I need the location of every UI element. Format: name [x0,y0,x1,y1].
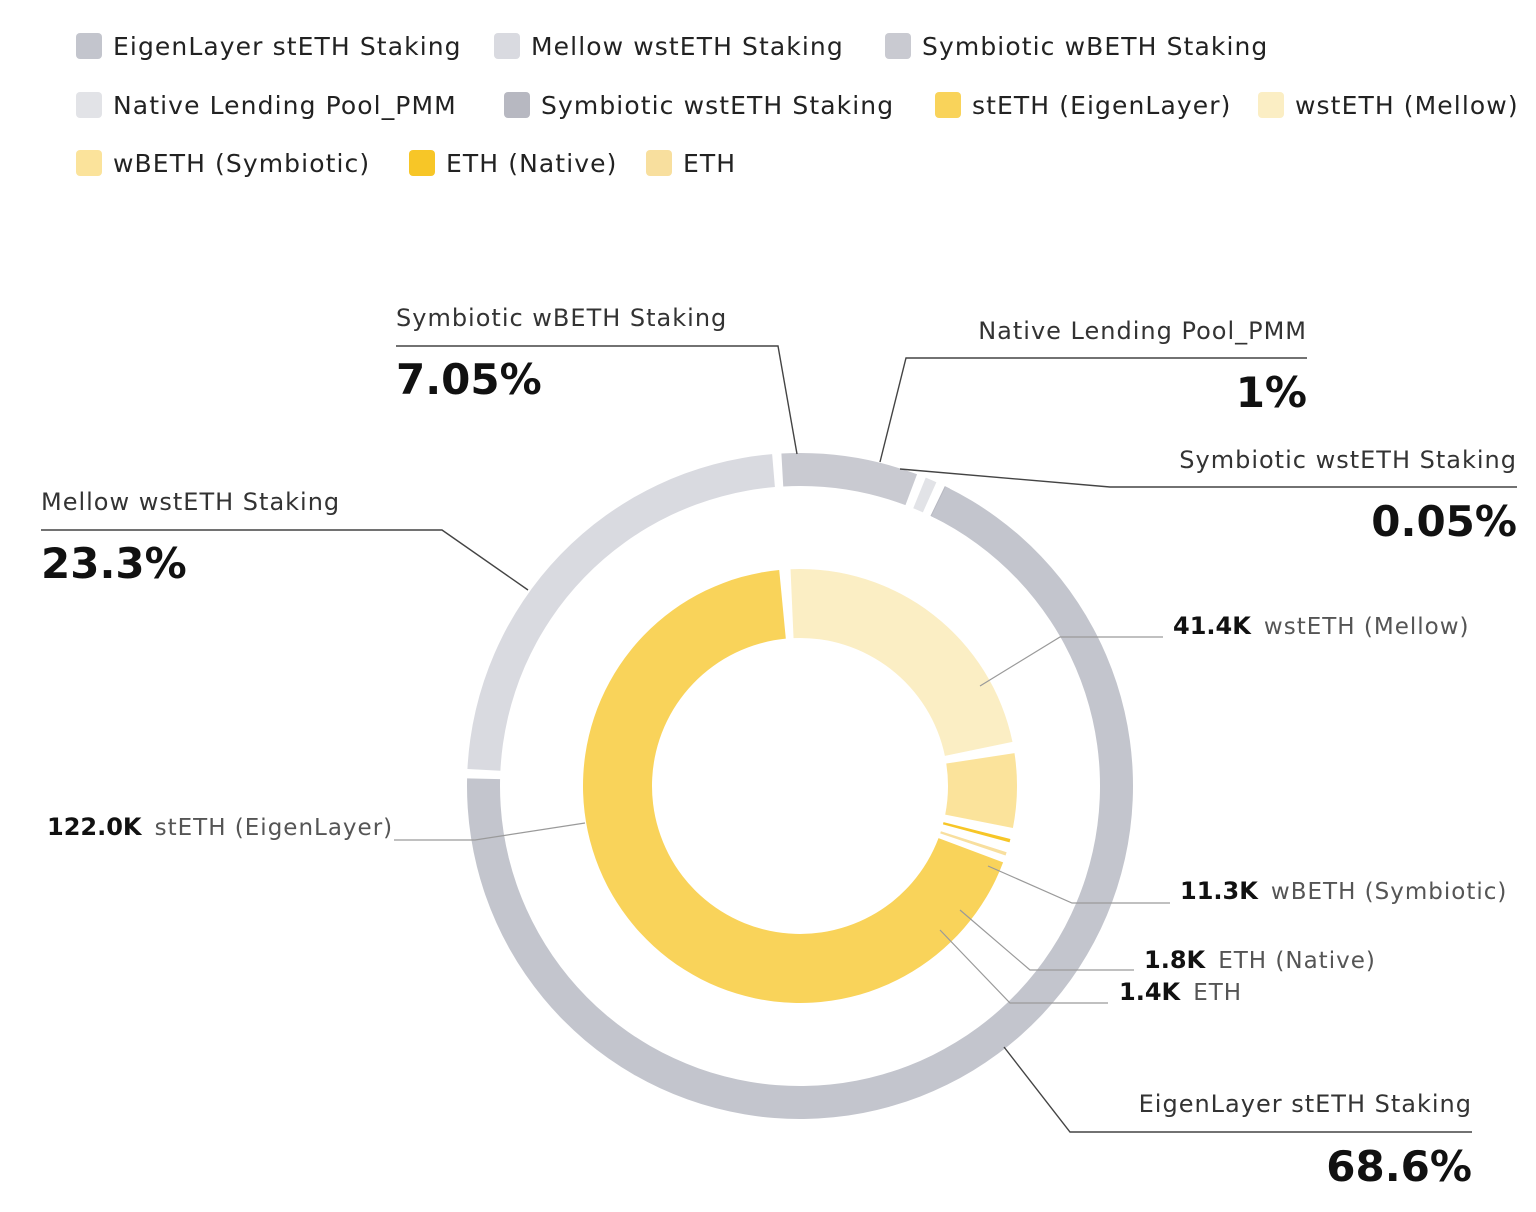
leader-line-symbiotic-wsteth [899,468,1517,488]
leader-line-wbeth-symbiotic [987,865,1170,904]
inner-label-value: 122.0K [47,813,143,841]
leader-line-symbiotic-wbeth [396,345,798,455]
leader-line-eth-native [959,909,1134,971]
inner-label-name: wstETH (Mellow) [1264,614,1470,640]
inner-slice-eth [940,831,1007,856]
inner-label-name: wBETH (Symbiotic) [1271,879,1507,905]
legend-label: Symbiotic wBETH Staking [922,31,1269,61]
inner-label: 11.3K wBETH (Symbiotic) [1180,877,1507,905]
inner-label-name: ETH [1193,980,1242,1006]
legend-label: wBETH (Symbiotic) [113,148,371,178]
legend-label: Symbiotic wstETH Staking [541,90,895,120]
legend-item-steth-eigenlayer: stETH (EigenLayer) [935,85,1232,125]
legend-label: Native Lending Pool_PMM [113,90,457,120]
leader-line-mellow-wsteth [41,529,529,591]
outer-label-title: Symbiotic wstETH Staking [1179,446,1517,474]
inner-label: 1.4K ETH [1119,978,1242,1006]
chart-legend: EigenLayer stETH Staking Mellow wstETH S… [0,0,1536,200]
inner-slice-wbeth-symbiotic [945,753,1017,828]
inner-label: 122.0K stETH (EigenLayer) [47,813,393,841]
outer-ring [467,453,1134,1119]
leader-line-steth-eigenlayer [394,822,586,841]
legend-item-eth-native: ETH (Native) [409,143,617,183]
legend-swatch [494,33,520,59]
outer-label-percent: 0.05% [1371,497,1517,546]
inner-slice-wsteth-mellow [790,569,1013,756]
legend-label: EigenLayer stETH Staking [113,31,462,61]
leader-line-native-lending [879,357,1307,463]
outer-slice-mellow-wsteth-staking [467,454,775,771]
leader-line-eigenlayer-steth [1003,1046,1472,1133]
legend-item-wbeth-symbiotic: wBETH (Symbiotic) [76,143,370,183]
legend-label: ETH (Native) [446,148,618,178]
outer-label-percent: 23.3% [41,539,187,588]
inner-slice-steth-eigenlayer [583,569,1004,1004]
legend-swatch [76,33,102,59]
inner-label-name: stETH (EigenLayer) [155,815,394,841]
legend-label: wstETH (Mellow) [1295,90,1519,120]
legend-swatch [76,92,102,118]
legend-swatch [504,92,530,118]
outer-label-title: Symbiotic wBETH Staking [396,304,727,332]
outer-label-percent: 1% [1236,368,1307,417]
legend-swatch [885,33,911,59]
legend-swatch [646,150,672,176]
inner-ring [583,569,1017,1004]
legend-label: Mellow wstETH Staking [531,31,844,61]
leader-line-eth [939,929,1108,1004]
inner-label-value: 11.3K [1180,877,1259,905]
inner-label-value: 1.8K [1144,946,1207,974]
legend-label: stETH (EigenLayer) [972,90,1232,120]
legend-swatch [409,150,435,176]
outer-label-percent: 68.6% [1326,1142,1472,1191]
legend-item-native-lending-pool-pmm: Native Lending Pool_PMM [76,85,457,125]
legend-item-mellow-wsteth-staking: Mellow wstETH Staking [494,26,844,66]
legend-item-symbiotic-wbeth-staking: Symbiotic wBETH Staking [885,26,1268,66]
outer-label-title: Native Lending Pool_PMM [978,317,1307,345]
outer-slice-native-lending-pool-pmm [913,477,937,513]
leader-line-wsteth-mellow [979,636,1163,687]
inner-label-value: 1.4K [1119,978,1182,1006]
inner-label-name: ETH (Native) [1218,948,1376,974]
inner-label-value: 41.4K [1173,612,1252,640]
inner-slice-eth-native [942,822,1011,843]
legend-swatch [935,92,961,118]
outer-label-title: Mellow wstETH Staking [41,488,340,516]
outer-label-percent: 7.05% [396,355,542,404]
legend-label: ETH [683,148,737,178]
legend-item-eigenlayer-steth-staking: EigenLayer stETH Staking [76,26,462,66]
legend-item-wsteth-mellow: wstETH (Mellow) [1258,85,1519,125]
outer-slice-symbiotic-wbeth-staking [781,453,918,506]
inner-label: 41.4K wstETH (Mellow) [1173,612,1470,640]
inner-label: 1.8K ETH (Native) [1144,946,1376,974]
outer-label-title: EigenLayer stETH Staking [1139,1090,1472,1118]
legend-item-eth: ETH [646,143,736,183]
legend-swatch [76,150,102,176]
legend-swatch [1258,92,1284,118]
legend-item-symbiotic-wsteth-staking: Symbiotic wstETH Staking [504,85,894,125]
